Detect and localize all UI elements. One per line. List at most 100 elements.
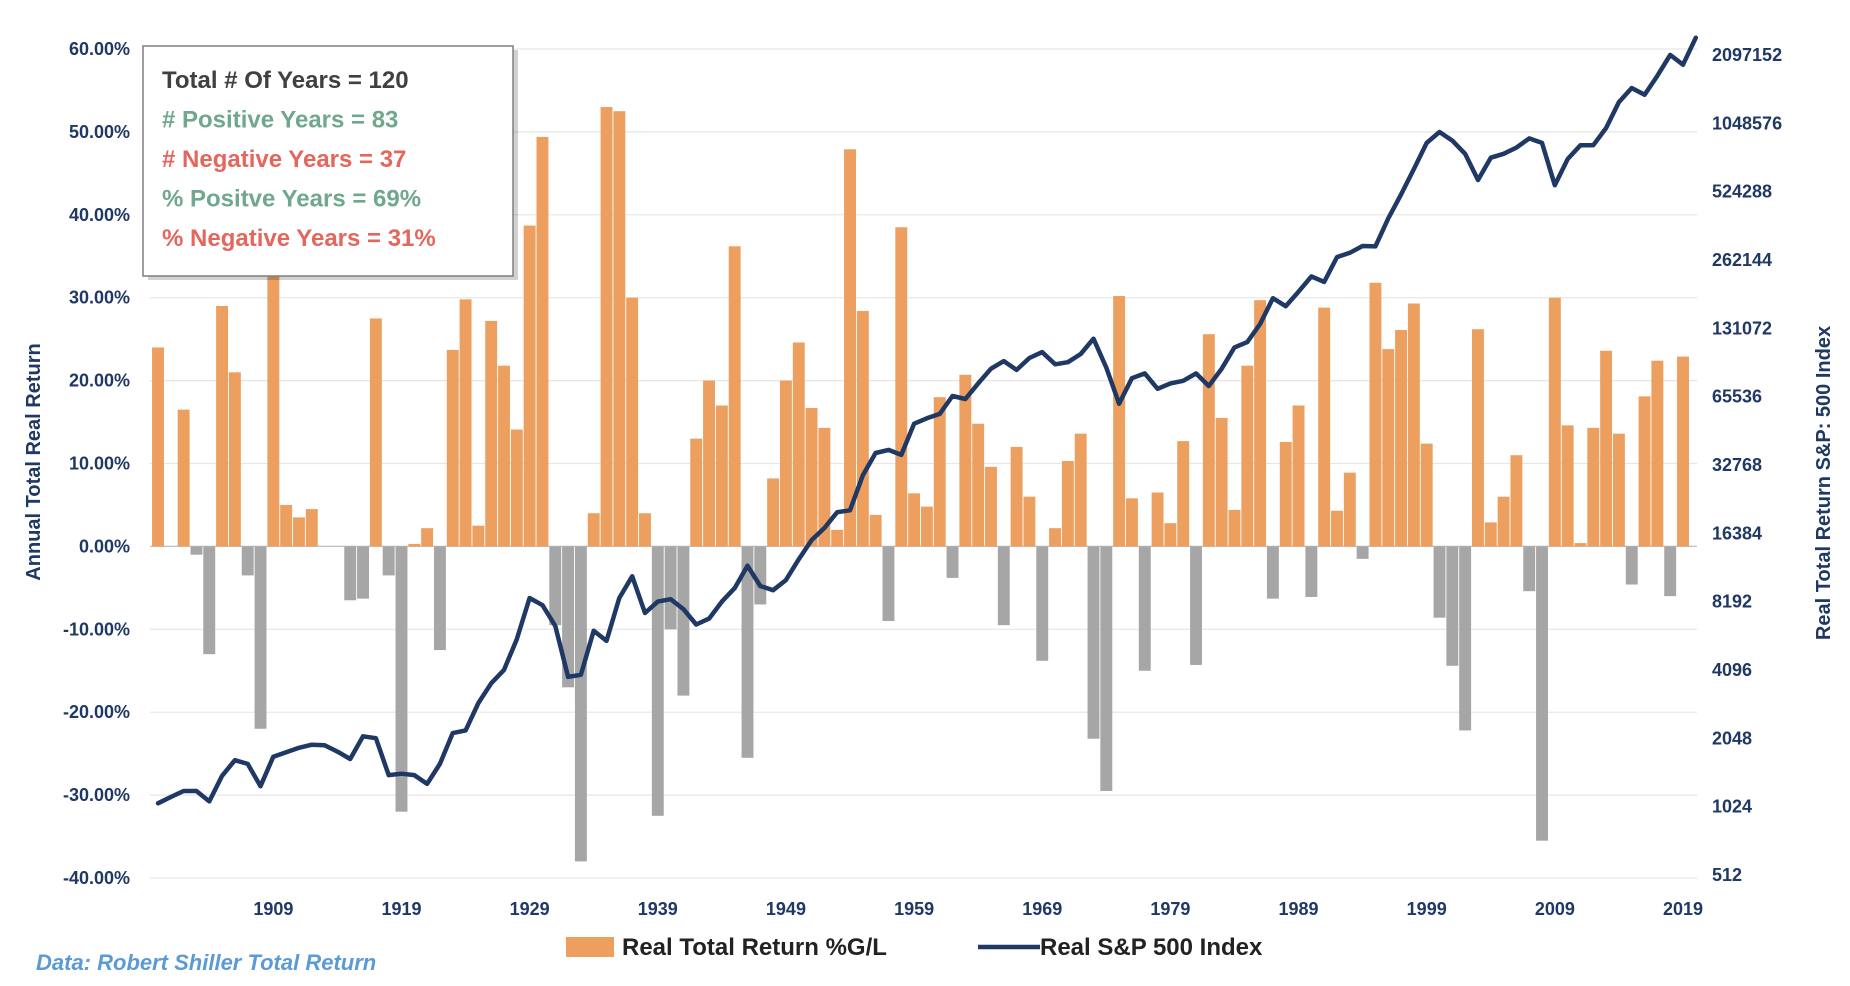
- bar: [792, 342, 805, 547]
- bar: [254, 546, 267, 729]
- bar: [510, 429, 523, 547]
- stats-line: # Positive Years = 83: [162, 107, 398, 134]
- bar: [485, 320, 498, 547]
- bar: [767, 478, 780, 547]
- bar: [1202, 334, 1215, 547]
- stats-annotation-box: Total # Of Years = 120 # Positive Years =…: [142, 45, 518, 280]
- right-tick-label: 65536: [1712, 387, 1762, 407]
- right-tick-label: 2048: [1712, 728, 1752, 748]
- left-tick-label: 0.00%: [79, 536, 130, 556]
- bar: [997, 546, 1010, 626]
- stats-line: Total # Of Years = 120: [162, 67, 409, 94]
- left-tick-label: 20.00%: [69, 371, 130, 391]
- bar: [1343, 472, 1356, 547]
- bar: [1484, 522, 1497, 547]
- bar: [574, 546, 587, 862]
- left-tick-label: 10.00%: [69, 454, 130, 474]
- bar: [754, 546, 767, 605]
- bar: [433, 546, 446, 651]
- bar: [1010, 446, 1023, 547]
- bar: [177, 409, 190, 547]
- bar: [805, 407, 818, 547]
- right-tick-label: 8192: [1712, 592, 1752, 612]
- right-tick-label: 512: [1712, 865, 1742, 885]
- bar: [280, 504, 293, 547]
- bar: [728, 246, 741, 547]
- right-tick-label: 1024: [1712, 797, 1752, 817]
- right-tick-label: 262144: [1712, 250, 1772, 270]
- x-tick-label: 1949: [766, 899, 806, 919]
- bar: [1625, 546, 1638, 585]
- bar: [741, 546, 754, 758]
- bar: [715, 405, 728, 547]
- bar: [1638, 396, 1651, 547]
- bar: [1356, 546, 1369, 559]
- bar: [1177, 441, 1190, 547]
- bar: [587, 513, 600, 547]
- bar: [844, 149, 856, 547]
- bar: [613, 111, 626, 547]
- right-axis-title: Real Total Return S&P: 500 Index: [1813, 326, 1835, 640]
- bar: [895, 227, 908, 547]
- left-tick-label: -20.00%: [63, 702, 130, 722]
- bar: [1420, 443, 1433, 547]
- bar: [856, 310, 869, 547]
- legend: Real Total Return %G/L Real S&P 500 Index: [566, 934, 1263, 961]
- bar: [382, 546, 395, 576]
- bar: [1036, 546, 1049, 661]
- bar: [869, 514, 882, 547]
- bar: [1433, 546, 1446, 618]
- bar: [459, 299, 472, 547]
- left-axis: 60.00% 50.00% 40.00% 30.00% 20.00% 10.00% 0.00…: [63, 39, 130, 888]
- bar: [600, 107, 613, 547]
- bar: [831, 529, 844, 547]
- bar: [549, 546, 562, 626]
- bar: [779, 380, 792, 547]
- x-tick-label: 1939: [638, 899, 678, 919]
- bar: [293, 517, 305, 547]
- bar: [498, 365, 510, 547]
- bar: [1574, 543, 1587, 547]
- right-tick-label: 2097152: [1712, 45, 1782, 65]
- bar: [369, 318, 382, 547]
- bar: [1459, 546, 1472, 731]
- bar: [1279, 441, 1292, 547]
- bar: [664, 546, 677, 630]
- bar: [1138, 546, 1151, 671]
- bar: [408, 543, 421, 547]
- bar: [1241, 365, 1254, 547]
- stats-line: # Negative Years = 37: [162, 146, 406, 173]
- bar: [1369, 282, 1382, 547]
- right-tick-label: 1048576: [1712, 113, 1782, 133]
- bar: [651, 546, 664, 816]
- bar: [1049, 528, 1062, 547]
- x-tick-label: 1919: [381, 899, 421, 919]
- bar: [1651, 360, 1664, 547]
- bar: [1548, 297, 1561, 547]
- bar: [1228, 509, 1241, 547]
- bar: [1382, 349, 1395, 547]
- x-tick-label: 2019: [1663, 899, 1703, 919]
- bar: [1087, 546, 1100, 739]
- right-axis: 2097152 1048576 524288 262144 131072 65536 327…: [1712, 45, 1782, 885]
- bar: [1471, 329, 1484, 547]
- bar: [972, 423, 985, 547]
- stats-box-frame: [142, 45, 514, 277]
- bar: [1510, 455, 1523, 547]
- right-tick-label: 524288: [1712, 182, 1772, 202]
- bar: [1523, 546, 1536, 592]
- bar: [985, 466, 997, 547]
- left-tick-label: 60.00%: [69, 39, 130, 59]
- x-tick-label: 1969: [1022, 899, 1062, 919]
- bar: [959, 374, 972, 547]
- right-tick-label: 32768: [1712, 455, 1762, 475]
- bar: [626, 297, 639, 547]
- x-axis: 1909 1919 1929 1939 1949 1959 1969 1979 1989 1999…: [253, 899, 1703, 919]
- left-tick-label: -10.00%: [63, 619, 130, 639]
- bar: [1446, 546, 1459, 666]
- bar: [1254, 300, 1267, 547]
- bar: [1600, 350, 1613, 547]
- bar: [421, 528, 434, 547]
- bar: [1061, 461, 1074, 547]
- bar: [1395, 330, 1408, 547]
